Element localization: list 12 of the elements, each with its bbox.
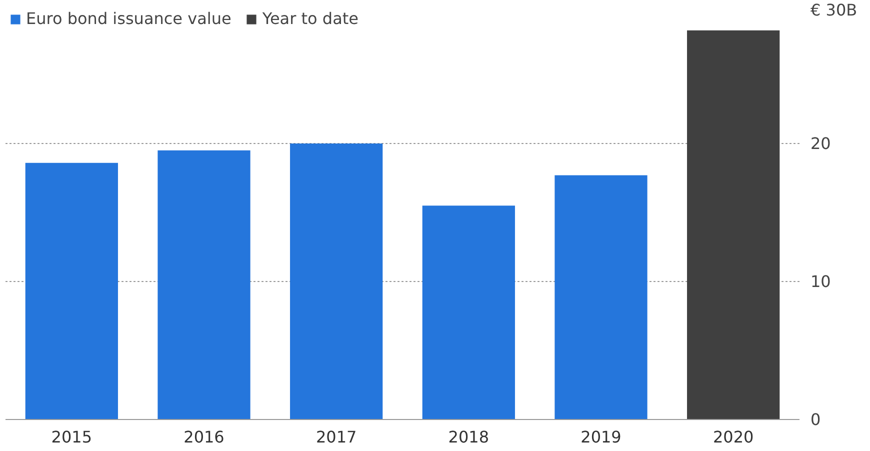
x-tick-label: 2020 xyxy=(712,428,754,446)
y-tick-label: 10 xyxy=(810,272,831,291)
y-tick-label: € 30B xyxy=(810,0,858,20)
x-tick-label: 2015 xyxy=(51,428,92,446)
x-tick-label: 2019 xyxy=(580,428,622,446)
x-tick-label: 2016 xyxy=(184,428,224,446)
y-tick-label: 0 xyxy=(810,410,821,429)
legend-label: Euro bond issuance value xyxy=(26,9,232,28)
legend-label: Year to date xyxy=(262,9,358,28)
x-tick-label: 2017 xyxy=(316,428,357,446)
x-tick-label: 2018 xyxy=(448,428,490,446)
y-tick-label: 20 xyxy=(810,134,831,153)
